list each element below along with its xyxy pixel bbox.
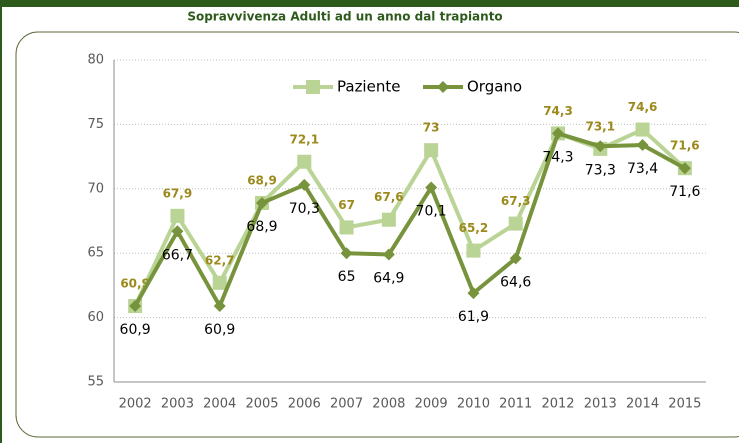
x-tick-label: 2006 (288, 397, 321, 412)
data-label: 60,9 (120, 322, 151, 338)
data-label: 74,3 (543, 104, 573, 118)
point (424, 143, 439, 158)
data-label: 64,6 (500, 274, 531, 290)
y-tick-label: 55 (87, 375, 104, 390)
point (339, 220, 354, 235)
data-label: 72,1 (289, 132, 319, 146)
point (636, 139, 649, 152)
data-label: 73,1 (585, 119, 615, 133)
y-tick-label: 75 (87, 117, 104, 132)
data-label: 64,9 (373, 270, 404, 286)
point (381, 212, 396, 227)
point (382, 248, 395, 261)
point (594, 140, 607, 153)
data-label: 66,7 (162, 247, 193, 263)
x-tick-label: 2010 (457, 397, 490, 412)
point (171, 225, 184, 238)
series-line (133, 131, 686, 309)
data-label: 68,9 (246, 219, 277, 235)
x-tick-label: 2005 (245, 397, 278, 412)
x-tick-label: 2015 (668, 397, 701, 412)
point (467, 287, 480, 300)
header-bar (0, 0, 739, 7)
x-tick-label: 2007 (330, 397, 363, 412)
point (635, 122, 650, 137)
y-tick-label: 60 (87, 310, 104, 325)
data-label: 65 (338, 269, 356, 285)
x-tick-label: 2002 (119, 397, 152, 412)
point (340, 247, 353, 260)
data-label: 74,3 (542, 149, 573, 165)
point (170, 208, 185, 223)
data-label: 73,4 (627, 161, 658, 177)
chart-title: Sopravvivenza Adulti ad un anno dal trap… (187, 10, 502, 24)
series-line (133, 127, 687, 307)
data-label: 73 (423, 121, 440, 135)
point (678, 162, 691, 175)
data-label: 60,9 (204, 322, 235, 338)
legend-label: Organo (467, 78, 522, 96)
data-label: 65,2 (459, 221, 489, 235)
point (425, 181, 438, 194)
data-label: 67,6 (374, 190, 404, 204)
point (297, 154, 312, 169)
x-tick-label: 2004 (203, 397, 236, 412)
data-label: 71,6 (669, 184, 700, 200)
legend-marker (437, 81, 449, 93)
point (552, 127, 564, 140)
data-label: 71,6 (670, 139, 700, 153)
y-tick-label: 70 (87, 181, 104, 196)
data-label: 68,9 (247, 173, 277, 187)
x-tick-label: 2013 (584, 397, 617, 412)
point (298, 178, 311, 191)
y-tick-label: 65 (87, 246, 104, 261)
data-label: 67,9 (163, 186, 193, 200)
data-label: 67 (338, 198, 355, 212)
data-label: 70,1 (416, 204, 447, 220)
point (129, 300, 142, 313)
x-tick-label: 2012 (541, 397, 574, 412)
point (508, 216, 523, 231)
legend-label: Paziente (337, 78, 400, 96)
data-label: 73,3 (585, 162, 616, 178)
point (213, 300, 226, 313)
data-label: 74,6 (628, 100, 658, 114)
data-label: 62,7 (205, 253, 235, 267)
panel (15, 31, 739, 438)
x-tick-label: 2014 (626, 397, 659, 412)
data-label: 61,9 (458, 309, 489, 325)
legend-marker (306, 80, 320, 94)
point (466, 243, 481, 258)
point (256, 196, 268, 209)
data-label: 70,3 (289, 201, 320, 217)
x-tick-label: 2011 (499, 397, 532, 412)
point (212, 275, 227, 290)
x-tick-label: 2009 (415, 397, 448, 412)
data-label: 67,3 (501, 194, 531, 208)
point (509, 252, 522, 265)
y-tick-label: 80 (87, 53, 104, 68)
data-label: 60,9 (120, 277, 150, 291)
x-tick-label: 2008 (372, 397, 405, 412)
x-tick-label: 2003 (161, 397, 194, 412)
